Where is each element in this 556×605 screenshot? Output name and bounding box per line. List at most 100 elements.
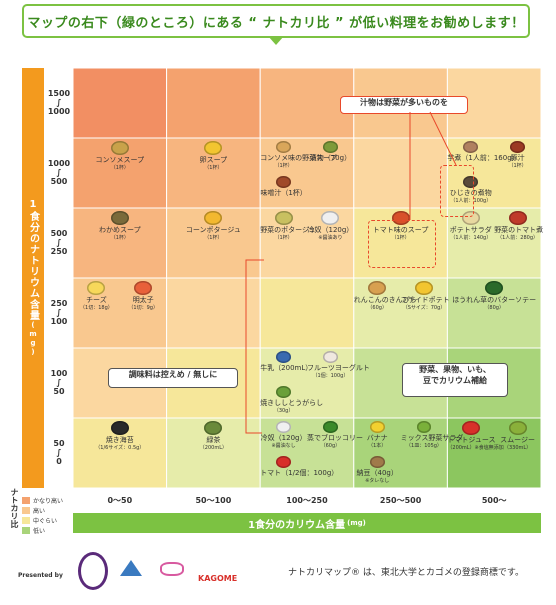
food-name: 蒸でブロッコリー bbox=[307, 433, 363, 442]
food-name: 焼き海苔 bbox=[105, 436, 134, 445]
food-name: 冷奴（120g） bbox=[307, 226, 354, 235]
food-name: チーズ bbox=[86, 296, 107, 305]
food-note: ※タレなし bbox=[365, 477, 390, 484]
food-name: 味噌汁（1杯） bbox=[260, 188, 307, 197]
food-icon bbox=[276, 421, 291, 433]
food-note: （1杯） bbox=[110, 235, 129, 242]
food-label: トマト味のスープ （1杯） bbox=[354, 226, 448, 242]
food-icon bbox=[368, 281, 387, 296]
food-name: バナナ bbox=[366, 433, 388, 442]
food-note: （60g） bbox=[320, 442, 341, 449]
food-label: 漬物（70g） bbox=[307, 154, 354, 162]
food-name: コーンポタージュ bbox=[185, 226, 241, 235]
food-label: 野菜のポタージュ （1杯） bbox=[260, 226, 315, 242]
food-name: れんこんのきんぴら bbox=[353, 296, 417, 305]
legend-title: ナトカリ比 bbox=[10, 488, 19, 528]
food-note: （200mL） bbox=[199, 445, 227, 452]
food-icon bbox=[110, 211, 129, 226]
seasoning-callout: 調味料は控えめ / 無しに bbox=[108, 368, 238, 388]
food-name: 野菜のトマト煮 bbox=[494, 226, 544, 235]
x-tick-label: 0〜50 bbox=[107, 496, 133, 505]
y-tick-label: 50 ∫ 0 bbox=[53, 439, 65, 466]
y-tick-label: 1500 ∫ 1000 bbox=[47, 89, 71, 116]
legend-swatch bbox=[22, 516, 30, 524]
food-icon bbox=[463, 176, 479, 188]
food-label: フルーツヨーグルト （1個：100g） bbox=[307, 364, 370, 380]
food-label: れんこんのきんぴら （60g） bbox=[354, 296, 417, 312]
food-label: わかめスープ （1杯） bbox=[73, 226, 167, 242]
presented-by: Presented by bbox=[18, 572, 63, 579]
grid-cell bbox=[259, 417, 355, 488]
food-label: 野菜のトマト煮 （1人前：280g） bbox=[494, 226, 544, 242]
tohoku-university-logo bbox=[78, 552, 108, 590]
food-label: ひじきの煮物 （1人前：100g） bbox=[447, 189, 494, 205]
food-note: （1切：18g） bbox=[80, 305, 113, 312]
food-note: （330mL） bbox=[503, 445, 532, 452]
footer-note: ナトカリマップ® は、東北大学とカゴメの登録商標です。 bbox=[288, 568, 524, 578]
y-tick-label: 1000 ∫ 500 bbox=[47, 159, 71, 186]
food-note: （60g） bbox=[367, 305, 387, 312]
legend-swatch bbox=[22, 506, 30, 514]
legend-swatch bbox=[22, 526, 30, 534]
food-label: 緑茶 （200mL） bbox=[167, 436, 261, 452]
x-tick-label: 250〜500 bbox=[379, 496, 422, 505]
food-icon bbox=[323, 421, 338, 433]
legend-label: 中ぐらい bbox=[33, 517, 58, 525]
food-name: トマト味のスープ bbox=[372, 226, 429, 235]
food-icon bbox=[485, 281, 504, 296]
food-note: （200mL）※食塩無添加 bbox=[447, 445, 504, 452]
food-icon bbox=[416, 421, 432, 433]
food-icon bbox=[276, 351, 291, 363]
food-icon bbox=[204, 211, 223, 226]
kagome-logo: KAGOME bbox=[198, 574, 238, 583]
chart-grid bbox=[73, 68, 541, 488]
y-axis-title: 1食分のナトリウム含量 (mg) bbox=[22, 68, 44, 488]
legend-label: 低い bbox=[33, 527, 46, 535]
food-icon bbox=[110, 421, 129, 436]
food-label: チーズ （1切：18g） bbox=[73, 296, 120, 312]
food-note: （1杯） bbox=[274, 162, 293, 169]
food-label: 焼き海苔 （1/6サイズ：0.5g） bbox=[73, 436, 167, 452]
food-icon bbox=[204, 141, 223, 156]
grid-cell bbox=[259, 277, 355, 349]
y-axis-label: 1食分のナトリウム含量 bbox=[27, 199, 39, 321]
food-name: 豚汁 bbox=[510, 153, 525, 162]
food-label: コーンポタージュ （1杯） bbox=[167, 226, 261, 242]
food-label: コンソメスープ （1杯） bbox=[73, 156, 167, 172]
food-note: （1杯） bbox=[391, 235, 410, 242]
food-icon bbox=[508, 421, 527, 436]
food-note: （1杯） bbox=[274, 235, 293, 242]
legend-label: かなり高い bbox=[33, 497, 64, 505]
potassium-callout: 野菜、果物、いも、 豆でカリウム補給 bbox=[402, 363, 508, 397]
food-note: （1杯） bbox=[204, 235, 223, 242]
food-label: 蒸でブロッコリー （60g） bbox=[307, 434, 363, 450]
food-note: （1杯） bbox=[508, 162, 527, 169]
food-label: 芋煮（1人前：160g） bbox=[447, 154, 518, 162]
food-name: 納豆（40g） bbox=[356, 468, 398, 477]
soup-highlight-tonjiru bbox=[440, 165, 474, 217]
food-name: 緑茶 bbox=[206, 436, 221, 445]
connector-hiyayakko bbox=[245, 259, 264, 434]
food-label: 冷奴（120g） ※醤油あり bbox=[307, 226, 354, 242]
food-label: フライドポテト （Sサイズ：70g） bbox=[400, 296, 450, 312]
food-note: （30g） bbox=[273, 407, 294, 414]
x-tick-label: 500〜 bbox=[481, 496, 507, 505]
food-icon bbox=[369, 456, 385, 468]
food-name: 牛乳（200mL） bbox=[260, 363, 313, 372]
x-axis-title: 1食分のカリウム含量 (mg) bbox=[73, 513, 541, 533]
food-name: 冷奴（120g） bbox=[260, 433, 307, 442]
food-label: トマト（1/2個：100g） bbox=[260, 469, 338, 477]
food-label: 納豆（40g） ※タレなし bbox=[354, 469, 401, 485]
food-label: 味噌汁（1杯） bbox=[260, 189, 307, 197]
food-icon bbox=[508, 211, 527, 226]
food-name: フライドポテト bbox=[400, 296, 450, 305]
y-axis-unit: (mg) bbox=[29, 321, 37, 357]
potassium-callout-text: 野菜、果物、いも、 豆でカリウム補給 bbox=[419, 365, 491, 385]
food-note: （1切：9g） bbox=[128, 305, 158, 312]
food-icon bbox=[276, 176, 291, 188]
food-label: トマトジュース （200mL）※食塩無添加 bbox=[447, 436, 504, 452]
food-icon bbox=[110, 141, 129, 156]
x-tick-label: 50〜100 bbox=[195, 496, 232, 505]
food-name: ほうれん草のバターソテー bbox=[452, 296, 537, 305]
food-icon bbox=[323, 351, 338, 363]
